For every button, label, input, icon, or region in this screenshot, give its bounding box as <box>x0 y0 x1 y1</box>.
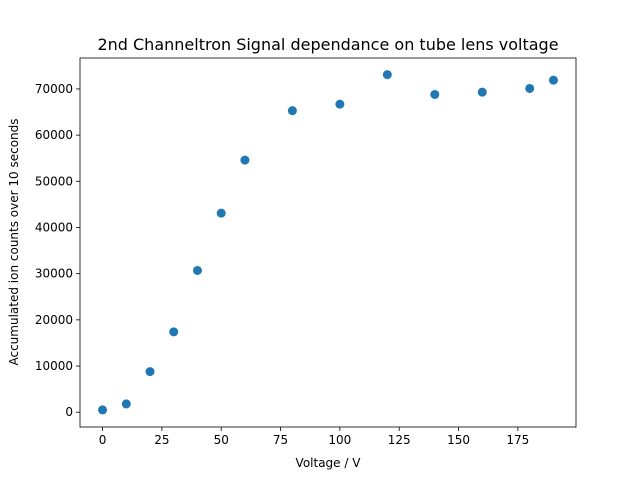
y-tick-label: 10000 <box>35 359 73 373</box>
data-point <box>335 99 345 109</box>
data-point <box>145 367 155 377</box>
plot-frame <box>79 57 577 428</box>
data-point <box>121 399 131 409</box>
data-point <box>382 70 392 80</box>
x-tick-label: 175 <box>506 433 529 447</box>
y-tick-label: 50000 <box>35 174 73 188</box>
y-tick-label: 30000 <box>35 267 73 281</box>
x-tick-label: 75 <box>273 433 288 447</box>
y-tick-label: 20000 <box>35 313 73 327</box>
x-tick-label: 100 <box>328 433 351 447</box>
x-tick-label: 150 <box>447 433 470 447</box>
data-point <box>430 89 440 99</box>
data-point <box>477 87 487 97</box>
x-axis-label: Voltage / V <box>296 456 362 470</box>
x-tick-label: 0 <box>99 433 107 447</box>
plot-area <box>79 57 577 428</box>
y-tick-label: 60000 <box>35 128 73 142</box>
data-point <box>169 327 179 337</box>
y-tick-label: 40000 <box>35 220 73 234</box>
x-tick-label: 125 <box>388 433 411 447</box>
data-point <box>192 265 202 275</box>
y-axis: 0 10000 20000 30000 40000 50000 60000 70000 <box>35 82 80 419</box>
data-point <box>548 75 558 85</box>
chart-title: 2nd Channeltron Signal dependance on tub… <box>97 35 558 54</box>
data-point <box>525 83 535 93</box>
x-axis: 0 25 50 75 100 125 150 175 <box>99 427 529 447</box>
y-axis-label: Accumulated ion counts over 10 seconds <box>7 118 21 365</box>
data-point <box>287 106 297 116</box>
x-tick-label: 50 <box>214 433 229 447</box>
x-tick-label: 25 <box>154 433 169 447</box>
y-tick-label: 70000 <box>35 82 73 96</box>
data-point <box>98 405 108 415</box>
data-point <box>240 155 250 165</box>
y-tick-label: 0 <box>65 405 73 419</box>
data-point <box>216 208 226 218</box>
data-points <box>98 70 558 415</box>
